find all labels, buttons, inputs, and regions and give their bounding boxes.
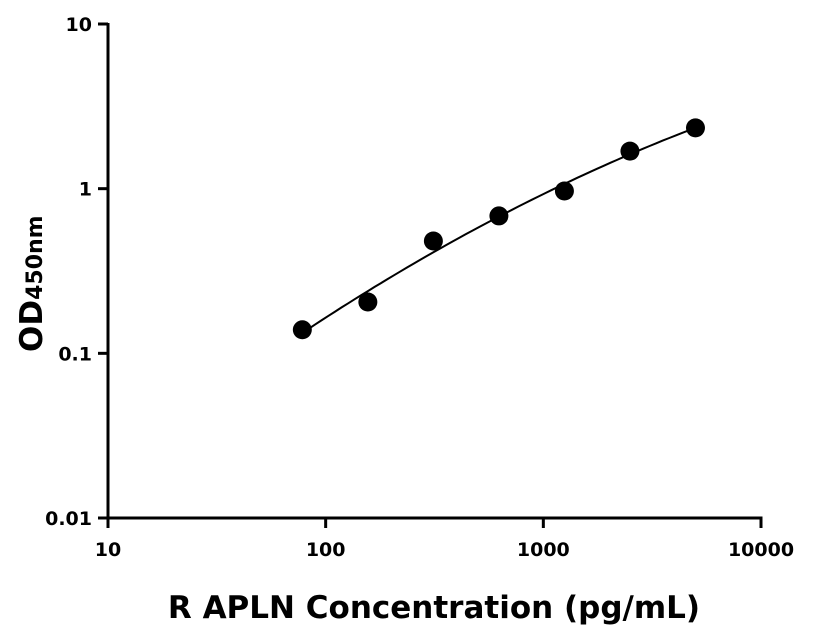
- data-point: [358, 292, 378, 312]
- data-point: [685, 118, 705, 138]
- data-point: [620, 141, 640, 161]
- x-tick-label: 10000: [728, 539, 794, 561]
- ticks: 10 100 1000 10000 0.01 0.1 1 10: [45, 14, 794, 561]
- y-tick-label: 0.01: [45, 508, 92, 530]
- y-axis-label-main: OD: [14, 300, 50, 352]
- x-tick-label: 1000: [517, 539, 570, 561]
- data-point: [489, 206, 509, 226]
- data-point: [554, 181, 574, 201]
- data-point: [292, 320, 312, 340]
- y-tick-label: 1: [79, 179, 92, 201]
- axes: [106, 23, 763, 520]
- y-tick-label: 0.1: [58, 343, 92, 365]
- data-points: [292, 118, 705, 340]
- data-point: [423, 231, 443, 251]
- x-axis-label: R APLN Concentration (pg/mL): [168, 590, 700, 626]
- y-axis-label-subscript: 450nm: [23, 215, 48, 300]
- y-tick-label: 10: [66, 14, 92, 36]
- x-tick-label: 100: [306, 539, 346, 561]
- y-axis-label: OD450nm: [14, 215, 50, 352]
- x-tick-label: 10: [95, 539, 121, 561]
